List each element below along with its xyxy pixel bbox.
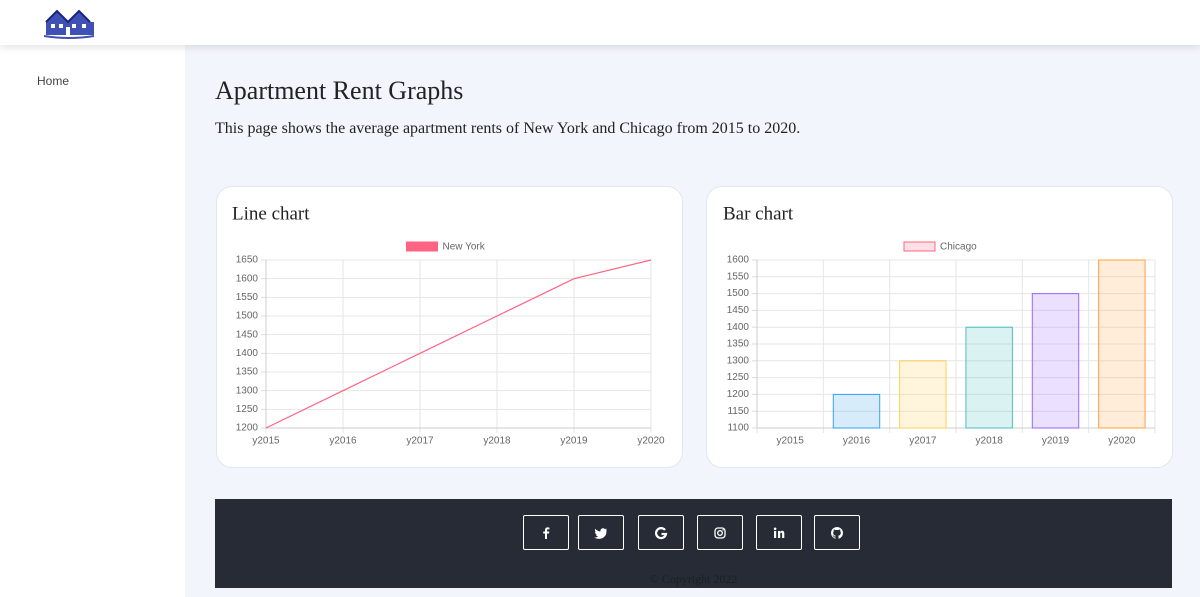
y-tick-label: 1650 bbox=[236, 255, 259, 266]
logo[interactable] bbox=[44, 4, 104, 44]
y-tick-label: 1550 bbox=[727, 271, 750, 282]
y-tick-label: 1300 bbox=[727, 355, 750, 366]
bar bbox=[899, 360, 947, 429]
y-tick-label: 1450 bbox=[236, 329, 259, 340]
legend-label: New York bbox=[443, 242, 486, 253]
y-tick-label: 1550 bbox=[236, 292, 259, 303]
github-icon bbox=[830, 526, 844, 539]
bar bbox=[832, 393, 881, 429]
sidebar: Home bbox=[0, 45, 185, 597]
legend-swatch bbox=[903, 241, 936, 252]
chart-card: Line chart 1200 1250 1300 1350 1400 1450 1500 1… bbox=[216, 186, 683, 468]
y-tick-label: 1250 bbox=[236, 404, 259, 415]
x-tick-label: y2017 bbox=[406, 436, 434, 447]
y-tick-label: 1100 bbox=[727, 423, 749, 434]
github-button[interactable] bbox=[814, 515, 860, 550]
page-description: This page shows the average apartment re… bbox=[215, 120, 801, 137]
x-tick-label: y2020 bbox=[637, 436, 665, 447]
x-tick-label: y2019 bbox=[1042, 436, 1070, 447]
instagram-button[interactable] bbox=[697, 515, 743, 550]
twitter-icon bbox=[594, 527, 607, 539]
y-tick-label: 1300 bbox=[236, 385, 259, 396]
header bbox=[0, 0, 1200, 45]
chart: Bar chart 1100 1150 1200 1250 1300 1350 1400 14… bbox=[723, 203, 1156, 447]
linkedin-icon bbox=[773, 527, 785, 538]
x-tick-label: y2018 bbox=[483, 436, 511, 447]
x-tick-label: y2018 bbox=[976, 436, 1004, 447]
facebook-icon bbox=[543, 526, 550, 539]
x-tick-label: y2019 bbox=[560, 436, 588, 447]
x-tick-label: y2020 bbox=[1108, 436, 1136, 447]
x-tick-label: y2017 bbox=[909, 436, 937, 447]
y-tick-label: 1600 bbox=[727, 255, 750, 266]
y-tick-label: 1500 bbox=[727, 288, 750, 299]
y-tick-label: 1200 bbox=[727, 389, 750, 400]
y-tick-label: 1400 bbox=[236, 348, 259, 359]
chart: Line chart 1200 1250 1300 1350 1400 1450 1500 1… bbox=[232, 203, 665, 447]
page-title: Apartment Rent Graphs bbox=[215, 76, 464, 105]
google-button[interactable] bbox=[638, 515, 684, 550]
x-tick-label: y2016 bbox=[329, 436, 357, 447]
x-tick-label: y2015 bbox=[252, 436, 280, 447]
linkedin-button[interactable] bbox=[756, 515, 802, 550]
chart-title: Bar chart bbox=[723, 203, 794, 224]
y-tick-label: 1500 bbox=[236, 311, 259, 322]
instagram-icon bbox=[714, 526, 726, 539]
chart-title: Line chart bbox=[232, 203, 310, 224]
chart-card: Bar chart 1100 1150 1200 1250 1300 1350 1400 14… bbox=[706, 186, 1173, 468]
legend-label: Chicago bbox=[940, 242, 977, 253]
bar bbox=[965, 326, 1013, 429]
bar bbox=[1031, 293, 1080, 429]
y-tick-label: 1200 bbox=[236, 423, 259, 434]
bar bbox=[1098, 259, 1146, 429]
x-tick-label: y2015 bbox=[777, 436, 805, 447]
y-tick-label: 1350 bbox=[236, 367, 259, 378]
google-icon bbox=[654, 526, 668, 539]
y-tick-label: 1150 bbox=[727, 406, 749, 417]
y-tick-label: 1250 bbox=[727, 372, 750, 383]
facebook-button[interactable] bbox=[523, 515, 569, 550]
y-tick-label: 1400 bbox=[727, 322, 750, 333]
copyright: © Copyright 2022 bbox=[649, 572, 738, 586]
y-tick-label: 1350 bbox=[727, 339, 750, 350]
footer: © Copyright 2022 bbox=[215, 499, 1172, 588]
nav-link[interactable]: Home bbox=[37, 74, 70, 88]
y-tick-label: 1600 bbox=[236, 273, 259, 284]
data-line bbox=[265, 259, 652, 429]
twitter-button[interactable] bbox=[578, 515, 624, 550]
x-tick-label: y2016 bbox=[843, 436, 871, 447]
y-tick-label: 1450 bbox=[727, 305, 750, 316]
legend-swatch bbox=[406, 241, 438, 252]
